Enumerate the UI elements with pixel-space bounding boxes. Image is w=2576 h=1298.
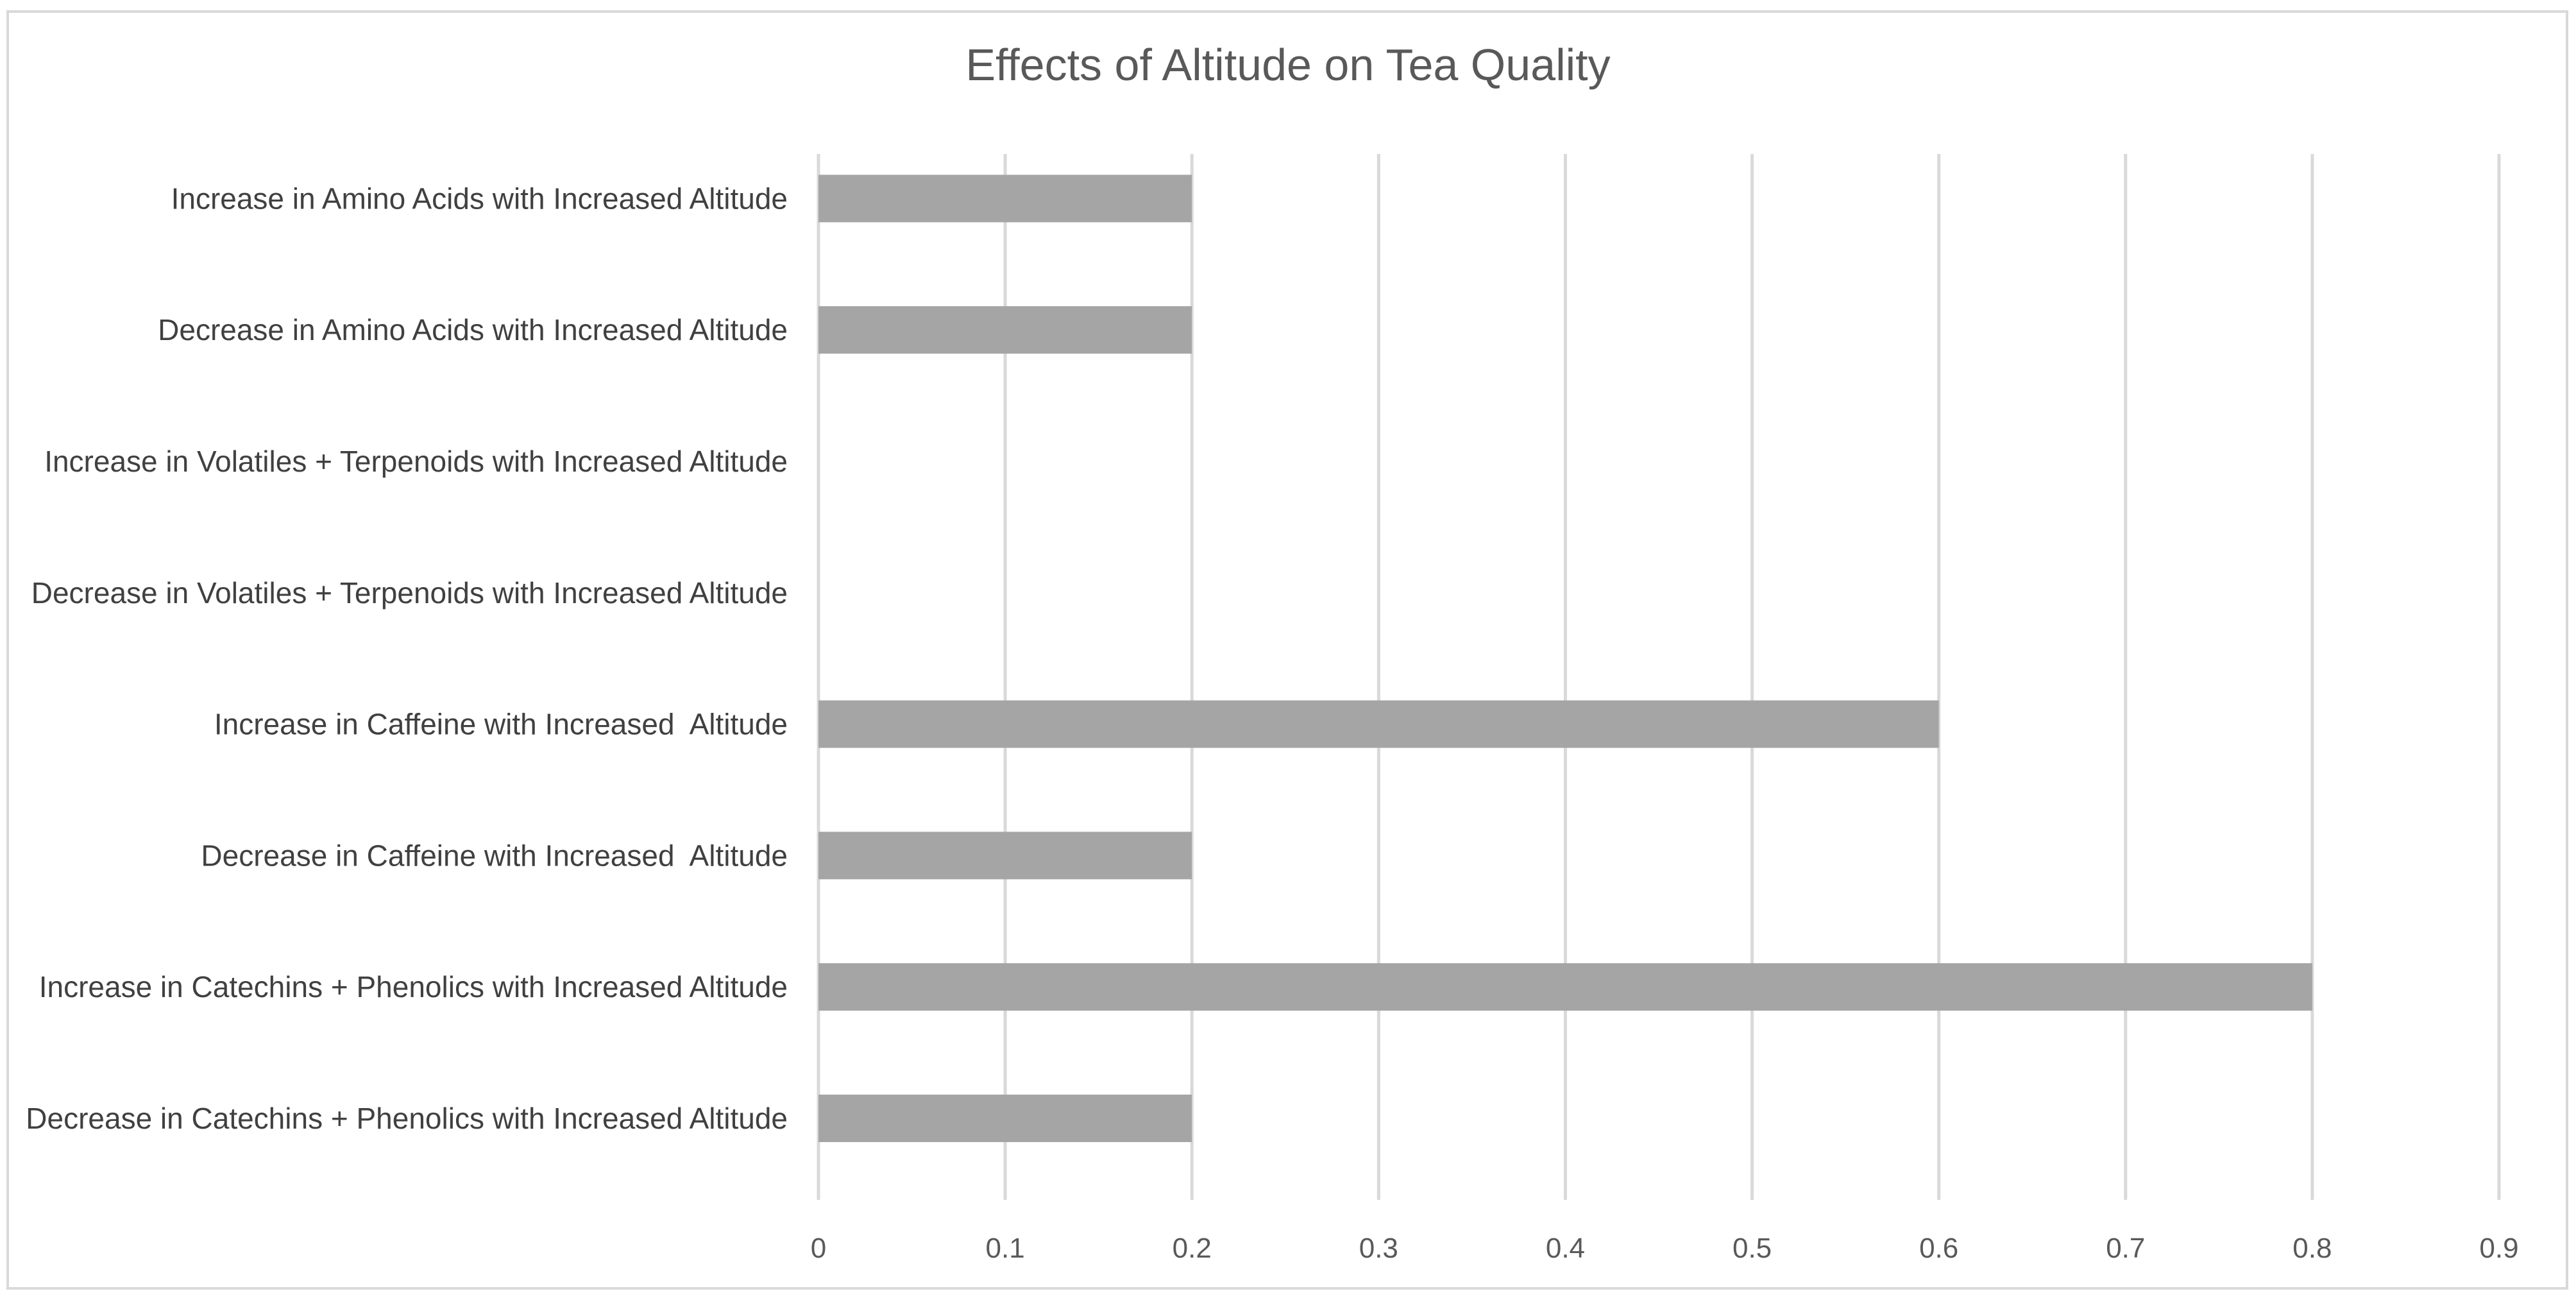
chart-title: Effects of Altitude on Tea Quality bbox=[965, 40, 1611, 90]
category-label: Decrease in Caffeine with Increased Alti… bbox=[201, 839, 788, 872]
x-tick-labels: 0 0.1 0.2 0.3 0.4 0.5 0.6 0.7 0.8 0.9 bbox=[811, 1233, 2519, 1264]
bar bbox=[818, 963, 2312, 1011]
x-tick-label: 0.5 bbox=[1733, 1233, 1772, 1264]
category-label: Decrease in Catechins + Phenolics with I… bbox=[26, 1102, 788, 1135]
category-label: Increase in Volatiles + Terpenoids with … bbox=[44, 445, 788, 478]
chart-frame bbox=[6, 10, 2568, 1290]
category-label: Increase in Amino Acids with Increased A… bbox=[171, 182, 788, 215]
category-labels: Increase in Amino Acids with Increased A… bbox=[26, 182, 788, 1135]
category-label: Decrease in Amino Acids with Increased A… bbox=[158, 313, 788, 346]
x-tick-label: 0.7 bbox=[2106, 1233, 2145, 1264]
x-tick-label: 0.1 bbox=[986, 1233, 1025, 1264]
bar bbox=[818, 306, 1192, 354]
x-tick-label: 0 bbox=[811, 1233, 826, 1264]
x-tick-label: 0.6 bbox=[1919, 1233, 1958, 1264]
x-tick-label: 0.9 bbox=[2479, 1233, 2518, 1264]
category-label: Decrease in Volatiles + Terpenoids with … bbox=[31, 576, 788, 610]
bar bbox=[818, 700, 1939, 748]
gridlines bbox=[817, 154, 2501, 1200]
category-label: Increase in Catechins + Phenolics with I… bbox=[39, 970, 788, 1003]
bar bbox=[818, 1095, 1192, 1142]
bars bbox=[818, 175, 2312, 1142]
category-label: Increase in Caffeine with Increased Alti… bbox=[214, 708, 788, 741]
x-tick-label: 0.2 bbox=[1173, 1233, 1212, 1264]
x-tick-label: 0.8 bbox=[2292, 1233, 2332, 1264]
bar bbox=[818, 175, 1192, 223]
bar bbox=[818, 832, 1192, 880]
x-tick-label: 0.4 bbox=[1546, 1233, 1585, 1264]
x-tick-label: 0.3 bbox=[1359, 1233, 1398, 1264]
